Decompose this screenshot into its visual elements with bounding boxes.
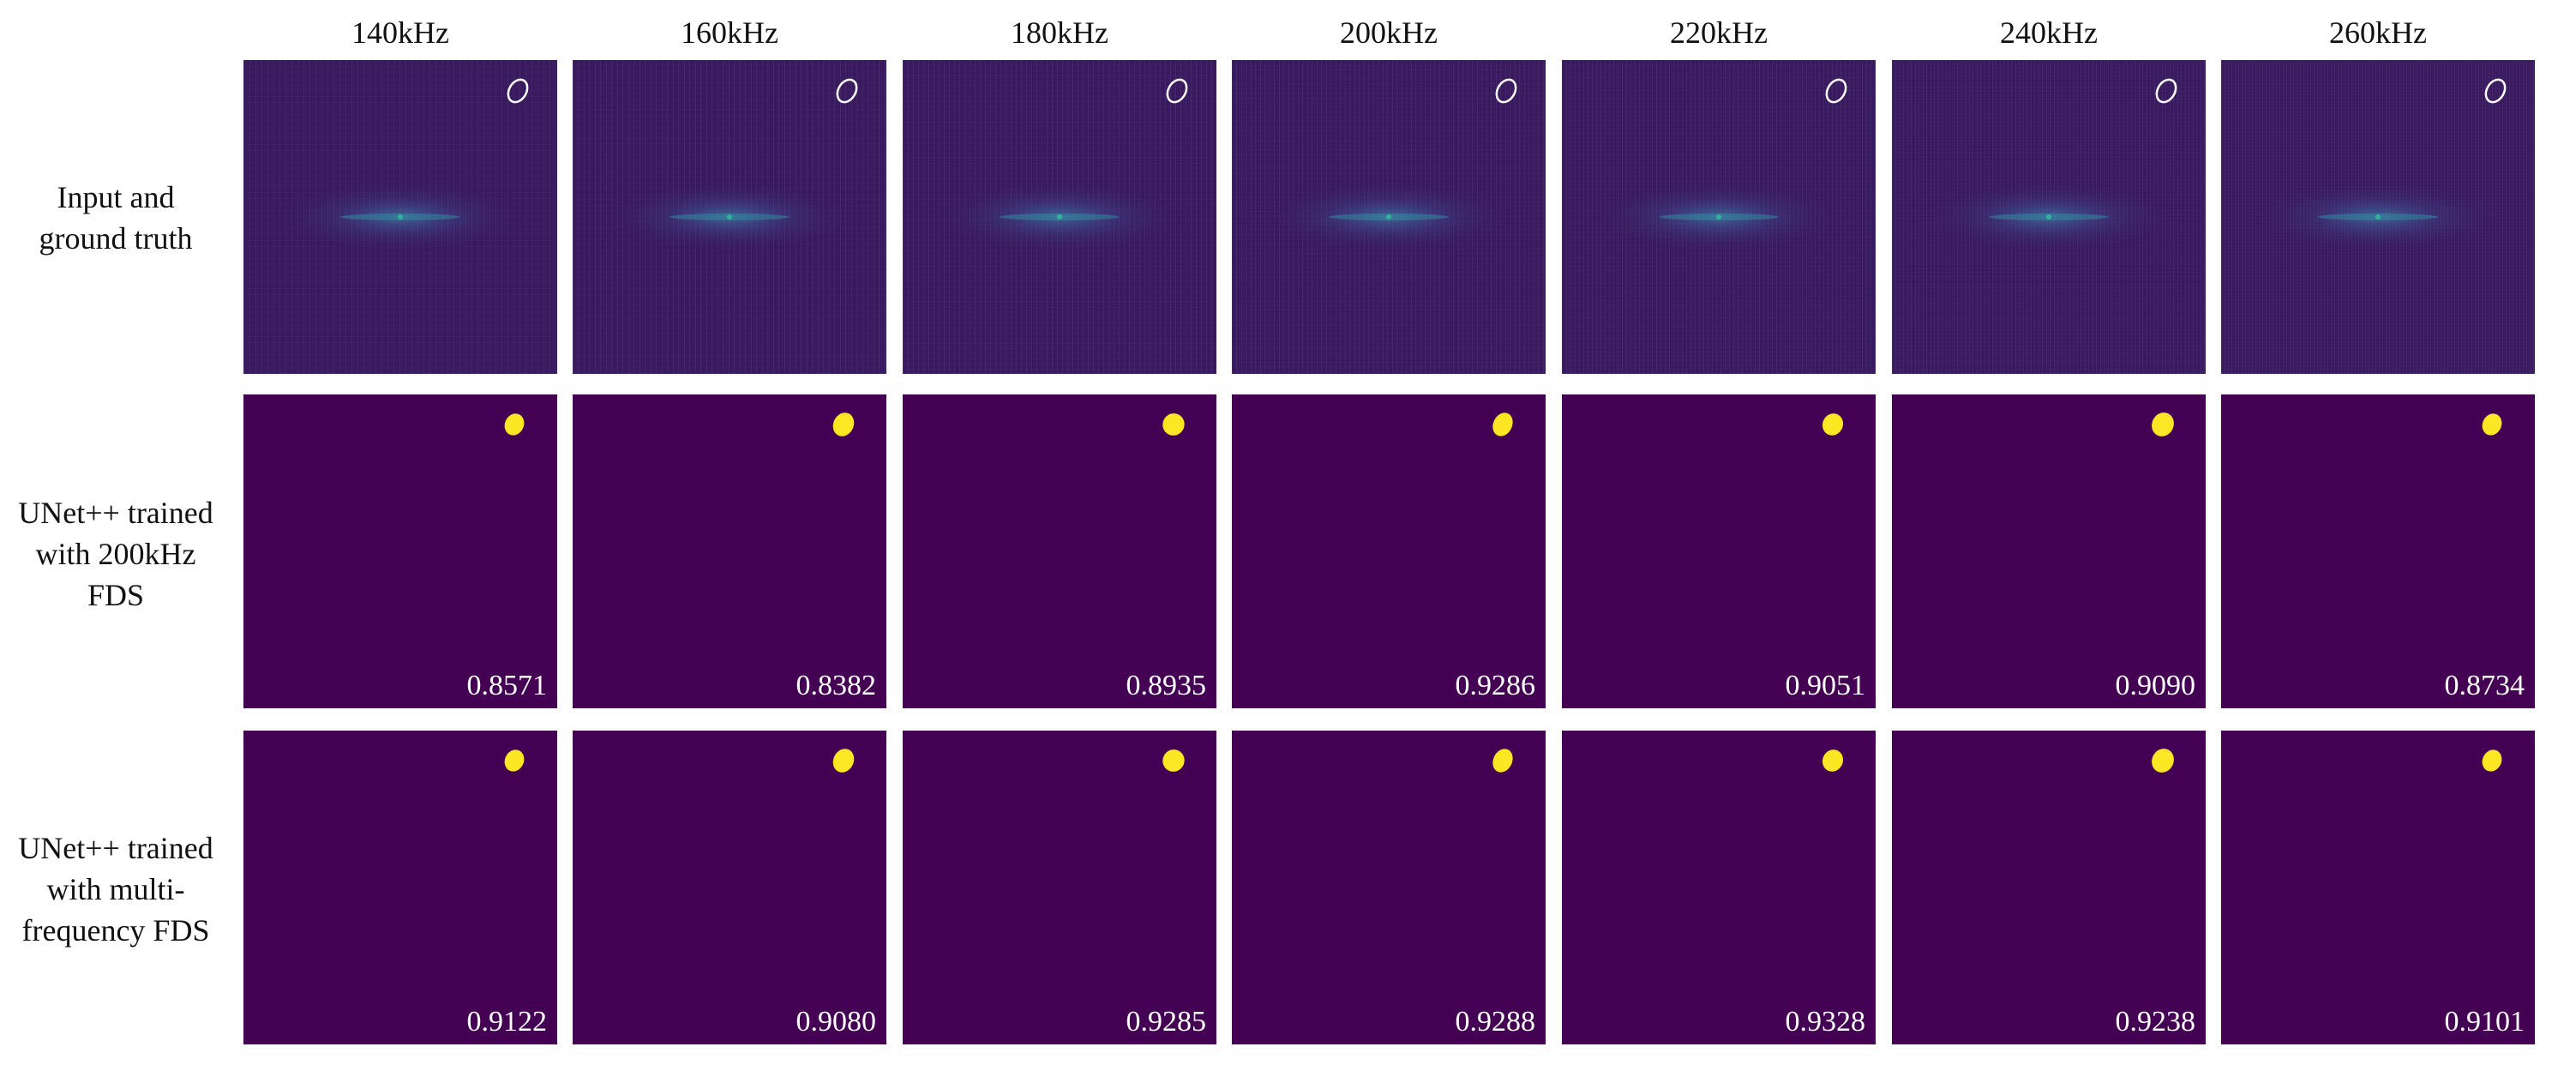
input-panel-160khz <box>573 60 886 374</box>
iou-score: 0.9101 <box>2444 1006 2525 1038</box>
column-header-260khz: 260kHz <box>2329 15 2427 50</box>
iou-score: 0.8734 <box>2444 670 2525 701</box>
iou-score: 0.9122 <box>466 1006 548 1038</box>
row-label-unet-multi-frequency: UNet++ trained with multi- frequency FDS <box>18 831 213 948</box>
row-label-input-ground-truth: Input and ground truth <box>39 180 193 256</box>
pred-200khz-fds-panel-260khz: 0.8734 <box>2221 394 2535 708</box>
pred-200khz-fds-panel-220khz: 0.9051 <box>1562 394 1876 708</box>
iou-score: 0.9238 <box>2115 1006 2196 1038</box>
pred-200khz-fds-panel-140khz: 0.8571 <box>243 394 557 708</box>
iou-score: 0.9288 <box>1455 1006 1536 1038</box>
iou-score: 0.9051 <box>1785 670 1866 701</box>
iou-score: 0.8935 <box>1126 670 1207 701</box>
pred-200khz-fds-panel-160khz: 0.8382 <box>573 394 886 708</box>
pred-200khz-fds-panel-200khz: 0.9286 <box>1232 394 1546 708</box>
input-panel-200khz <box>1232 60 1546 374</box>
pred-multi-fds-panel-220khz: 0.9328 <box>1562 731 1876 1044</box>
input-panel-220khz <box>1562 60 1876 374</box>
iou-score: 0.9328 <box>1785 1006 1866 1038</box>
column-header-180khz: 180kHz <box>1011 15 1108 50</box>
input-panel-140khz <box>243 60 557 374</box>
column-header-240khz: 240kHz <box>2000 15 2098 50</box>
column-header-220khz: 220kHz <box>1670 15 1768 50</box>
pred-200khz-fds-panel-240khz: 0.9090 <box>1892 394 2206 708</box>
column-header-140khz: 140kHz <box>351 15 449 50</box>
row-label-unet-200khz: UNet++ trained with 200kHz FDS <box>18 496 213 612</box>
pred-multi-fds-panel-240khz: 0.9238 <box>1892 731 2206 1044</box>
pred-multi-fds-panel-140khz: 0.9122 <box>243 731 557 1044</box>
iou-score: 0.9285 <box>1126 1006 1207 1038</box>
column-header-160khz: 160kHz <box>681 15 778 50</box>
pred-200khz-fds-panel-180khz: 0.8935 <box>903 394 1216 708</box>
pred-multi-fds-panel-180khz: 0.9285 <box>903 731 1216 1044</box>
iou-score: 0.9286 <box>1455 670 1536 701</box>
column-header-200khz: 200kHz <box>1340 15 1438 50</box>
iou-score: 0.8382 <box>796 670 877 701</box>
input-panel-260khz <box>2221 60 2535 374</box>
iou-score: 0.8571 <box>466 670 548 701</box>
input-panel-180khz <box>903 60 1216 374</box>
input-panel-240khz <box>1892 60 2206 374</box>
iou-score: 0.9080 <box>796 1006 877 1038</box>
pred-multi-fds-panel-200khz: 0.9288 <box>1232 731 1546 1044</box>
pred-multi-fds-panel-260khz: 0.9101 <box>2221 731 2535 1044</box>
iou-score: 0.9090 <box>2115 670 2196 701</box>
pred-multi-fds-panel-160khz: 0.9080 <box>573 731 886 1044</box>
